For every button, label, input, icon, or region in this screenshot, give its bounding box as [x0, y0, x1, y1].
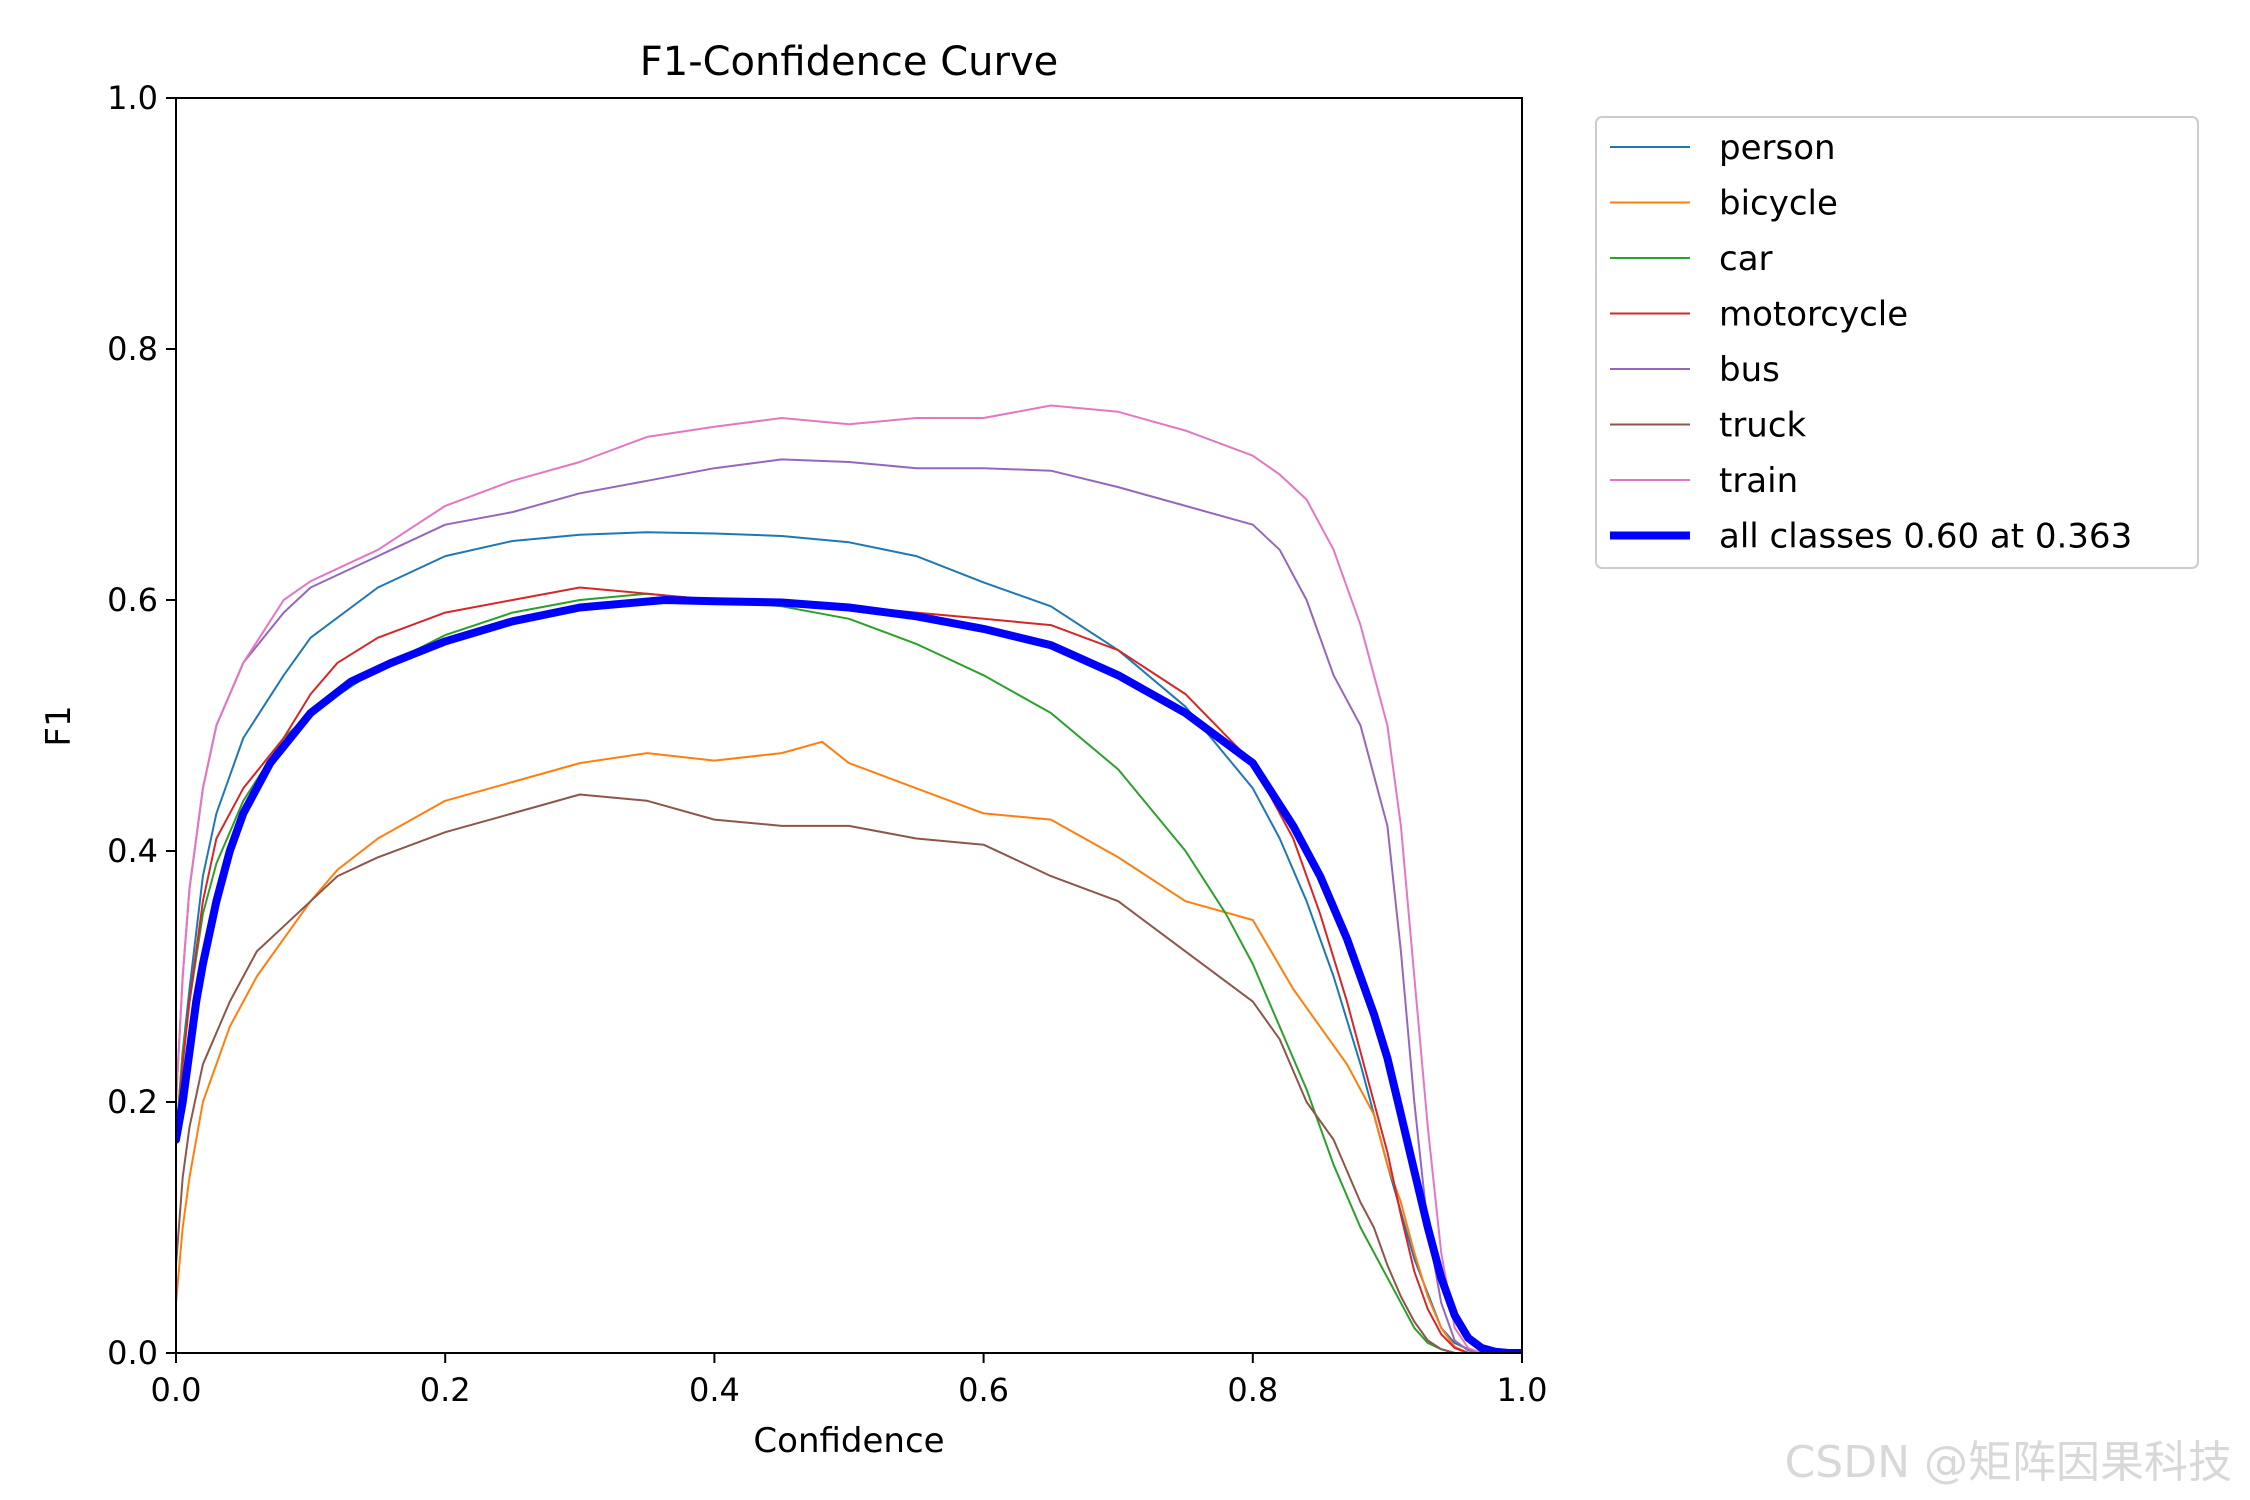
- series-line-3: [176, 592, 1456, 1353]
- series-layer: [176, 404, 1522, 1353]
- legend-label: person: [1719, 128, 1836, 168]
- y-axis: 0.0 0.2 0.4 0.6 0.8 1.0: [107, 79, 176, 1372]
- plot-frame: [175, 97, 1523, 1354]
- x-tick-label: 0.2: [420, 1371, 471, 1409]
- x-axis: 0.0 0.2 0.4 0.6 0.8 1.0: [151, 1353, 1548, 1409]
- y-tick-label: 0.0: [107, 1334, 158, 1372]
- legend-label: bus: [1719, 350, 1780, 390]
- y-tick-label: 0.6: [107, 581, 158, 619]
- series-line-4: [176, 586, 1470, 1353]
- legend-label: truck: [1719, 406, 1807, 446]
- legend-label: motorcycle: [1719, 295, 1908, 335]
- y-tick-label: 0.4: [107, 832, 158, 870]
- legend-label: car: [1719, 239, 1773, 279]
- y-tick-label: 0.8: [107, 330, 158, 368]
- chart-title: F1-Confidence Curve: [640, 39, 1059, 85]
- x-tick-label: 0.0: [151, 1371, 202, 1409]
- y-axis-label: F1: [39, 705, 79, 746]
- x-tick-label: 0.8: [1227, 1371, 1278, 1409]
- series-line-6: [176, 793, 1456, 1353]
- series-line-1: [176, 531, 1522, 1353]
- watermark: CSDN @矩阵因果科技: [1784, 1437, 2232, 1488]
- x-axis-label: Confidence: [753, 1421, 944, 1461]
- legend-label: bicycle: [1719, 184, 1838, 224]
- series-line-5: [176, 458, 1483, 1353]
- series-line-7: [176, 404, 1483, 1353]
- series-line-2: [176, 740, 1470, 1353]
- x-tick-label: 1.0: [1497, 1371, 1548, 1409]
- legend-label: all classes 0.60 at 0.363: [1719, 517, 2132, 557]
- y-tick-label: 0.2: [107, 1083, 158, 1121]
- x-tick-label: 0.4: [689, 1371, 740, 1409]
- legend-frame: [1595, 116, 2199, 569]
- y-tick-label: 1.0: [107, 79, 158, 117]
- x-tick-label: 0.6: [958, 1371, 1009, 1409]
- legend: person bicycle car motorcycle bus truck train a…: [1595, 116, 2199, 569]
- series-line-8: [176, 596, 1522, 1353]
- legend-label: train: [1719, 461, 1798, 501]
